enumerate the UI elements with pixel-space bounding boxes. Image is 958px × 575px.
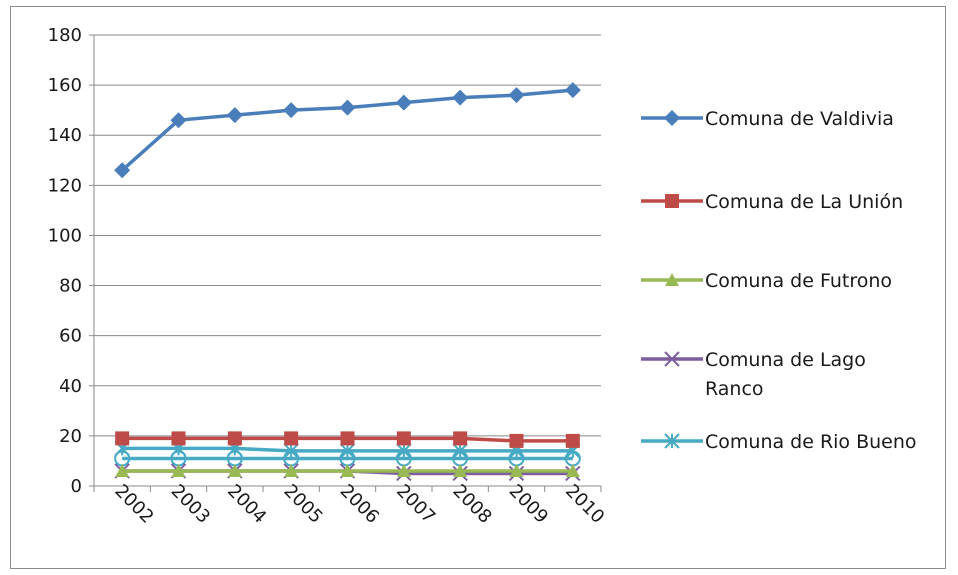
legend-swatch-marker <box>665 273 679 286</box>
data-point <box>509 433 524 448</box>
data-point <box>340 463 355 477</box>
data-point <box>227 431 242 446</box>
legend-swatch-marker <box>664 351 680 367</box>
y-tick-label: 80 <box>59 276 82 297</box>
data-point <box>227 463 242 477</box>
data-point <box>509 463 524 477</box>
data-point <box>452 89 469 106</box>
data-point <box>284 463 299 477</box>
legend-item: Comuna de La Unión <box>641 191 903 213</box>
legend-label: Comuna de Rio Bueno <box>705 431 917 453</box>
data-point <box>114 162 131 179</box>
data-point <box>283 102 300 119</box>
data-point <box>453 431 468 446</box>
series-3 <box>115 463 580 477</box>
legend-swatch-marker <box>665 194 679 208</box>
legend-swatch-marker <box>664 433 680 449</box>
data-point <box>284 431 299 446</box>
y-tick-label: 140 <box>48 125 82 146</box>
data-point <box>115 431 130 446</box>
data-point <box>171 431 186 446</box>
legend-label: Comuna de La Unión <box>705 191 903 213</box>
data-point <box>115 463 130 477</box>
data-point <box>170 112 187 129</box>
legend-item: Comuna de Lago Ranco <box>641 349 866 400</box>
legend-item: Comuna de Valdivia <box>641 108 894 130</box>
data-point <box>283 443 299 459</box>
y-tick-label: 180 <box>48 25 82 46</box>
data-point <box>396 431 411 446</box>
legend-label: Comuna de Valdivia <box>705 108 894 130</box>
y-tick-label: 40 <box>59 376 82 397</box>
data-point <box>226 107 243 124</box>
legend-item: Comuna de Futrono <box>641 270 892 292</box>
y-tick-label: 160 <box>48 75 82 96</box>
series-2 <box>115 431 580 448</box>
legend-swatch-marker <box>664 110 680 126</box>
data-point <box>452 443 468 459</box>
data-point <box>396 443 412 459</box>
legend-item: Comuna de Rio Bueno <box>641 431 917 453</box>
data-point <box>508 87 525 104</box>
y-tick-label: 100 <box>48 225 82 246</box>
data-point <box>565 433 580 448</box>
data-point <box>396 463 411 477</box>
data-point <box>453 463 468 477</box>
y-tick-label: 20 <box>59 426 82 447</box>
legend-label: Comuna de Futrono <box>705 270 892 292</box>
data-point <box>340 431 355 446</box>
series-1 <box>114 82 581 179</box>
data-point <box>395 94 412 111</box>
data-point <box>339 443 356 459</box>
y-tick-label: 60 <box>59 326 82 347</box>
data-point <box>171 463 186 477</box>
data-point <box>564 82 581 99</box>
y-tick-label: 120 <box>48 175 82 196</box>
data-point <box>339 99 356 116</box>
legend: Comuna de Valdivia Comuna de La Unión Comu… <box>641 108 917 453</box>
data-point <box>565 463 580 477</box>
y-tick-label: 0 <box>71 476 82 497</box>
chart-frame: 0 20 40 60 80 100 120 140 160 180 2002 2003 2004 2005… <box>10 6 946 569</box>
legend-label: Comuna de Lago Ranco <box>705 349 866 400</box>
